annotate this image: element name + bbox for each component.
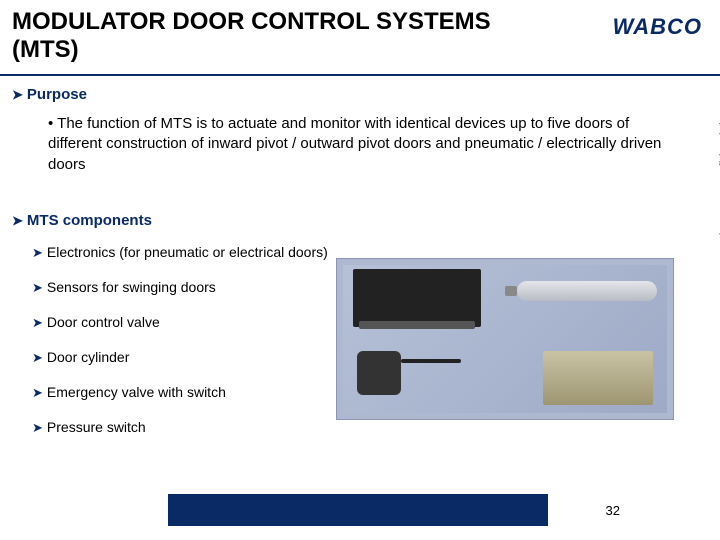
footer-bar xyxy=(168,494,548,526)
component-label: Door cylinder xyxy=(47,349,129,365)
brand-logo: WABCO xyxy=(613,14,702,40)
components-list: ➤ Electronics (for pneumatic or electrica… xyxy=(32,244,328,454)
bullet-icon: ➤ xyxy=(32,245,43,260)
purpose-paragraph: • The function of MTS is to actuate and … xyxy=(48,114,668,175)
photo-shape xyxy=(543,351,653,405)
component-item: ➤ Door cylinder xyxy=(32,349,328,366)
bullet-icon: ➤ xyxy=(32,385,43,400)
photo-shape xyxy=(401,359,461,363)
components-photo xyxy=(336,258,674,420)
component-item: ➤ Emergency valve with switch xyxy=(32,384,328,401)
section-components-label: MTS components xyxy=(27,212,152,229)
component-label: Pressure switch xyxy=(47,419,146,435)
photo-shape xyxy=(357,351,401,395)
section-purpose-label: Purpose xyxy=(27,86,87,103)
slide: MODULATOR DOOR CONTROL SYSTEMS (MTS) WAB… xyxy=(0,0,720,540)
section-components-heading: ➤ MTS components xyxy=(12,212,152,229)
bullet-icon: ➤ xyxy=(32,420,43,435)
bullet-icon: ➤ xyxy=(32,350,43,365)
section-purpose-heading: ➤ Purpose xyxy=(12,86,87,103)
component-item: ➤ Door control valve xyxy=(32,314,328,331)
component-label: Door control valve xyxy=(47,314,160,330)
page-number: 32 xyxy=(606,503,620,518)
component-label: Emergency valve with switch xyxy=(47,384,226,400)
title-divider xyxy=(0,74,720,76)
component-item: ➤ Electronics (for pneumatic or electrica… xyxy=(32,244,328,261)
bullet-icon: ➤ xyxy=(12,87,23,102)
photo-shape xyxy=(359,321,475,329)
bullet-icon: ➤ xyxy=(32,280,43,295)
component-item: ➤ Pressure switch xyxy=(32,419,328,436)
bullet-icon: ➤ xyxy=(32,315,43,330)
component-item: ➤ Sensors for swinging doors xyxy=(32,279,328,296)
component-label: Sensors for swinging doors xyxy=(47,279,216,295)
bullet-icon: ➤ xyxy=(12,213,23,228)
purpose-text: The function of MTS is to actuate and mo… xyxy=(48,115,661,173)
photo-shape xyxy=(353,269,481,327)
slide-title: MODULATOR DOOR CONTROL SYSTEMS (MTS) xyxy=(12,8,492,63)
component-label: Electronics (for pneumatic or electrical… xyxy=(47,244,328,260)
photo-shape xyxy=(505,286,517,296)
photo-shape xyxy=(517,281,657,301)
